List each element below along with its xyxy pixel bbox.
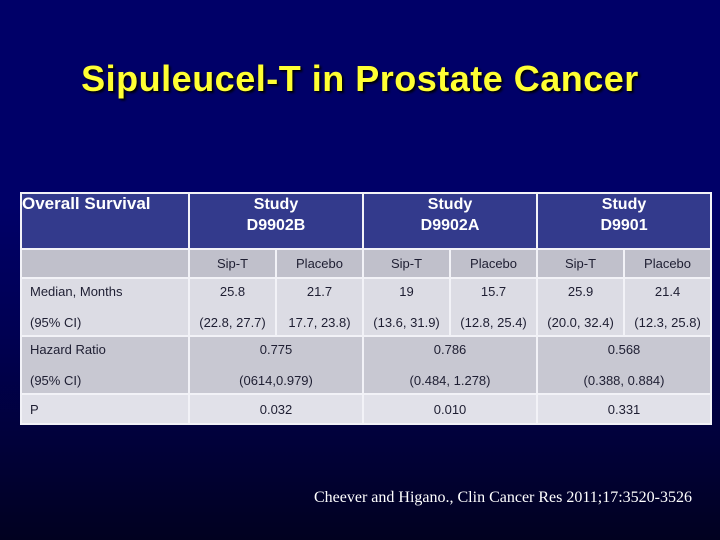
arm-header-row: Sip-T Placebo Sip-T Placebo Sip-T Placeb… xyxy=(20,248,713,279)
median-row: Median, Months (95% CI) 25.8 (22.8, 27.7… xyxy=(20,277,713,337)
ci-value: 17.7, 23.8) xyxy=(288,315,351,330)
p-value-row: P 0.032 0.010 0.331 xyxy=(20,393,713,425)
ci-value: (13.6, 31.9) xyxy=(373,315,440,330)
p-value-cell: 0.331 xyxy=(536,393,713,425)
median-row-label-cell: Median, Months (95% CI) xyxy=(20,277,190,337)
citation-text: Cheever and Higano., Clin Cancer Res 201… xyxy=(314,489,692,506)
hazard-value: 0.775 xyxy=(259,342,293,357)
hazard-ratio-row: Hazard Ratio (95% CI) 0.775 (0614,0.979)… xyxy=(20,335,713,395)
ci-label: (95% CI) xyxy=(30,315,82,330)
study-label: Study xyxy=(427,196,473,213)
ci-label: (95% CI) xyxy=(30,373,82,388)
study-id: D9902B xyxy=(246,217,306,234)
ci-value: (0614,0.979) xyxy=(239,373,313,388)
study-id: D9902A xyxy=(420,217,480,234)
median-value: 25.9 xyxy=(567,284,594,299)
median-value-cell: 21.7 17.7, 23.8) xyxy=(274,277,365,337)
median-value: 25.8 xyxy=(219,284,246,299)
arm-header-cell: Placebo xyxy=(623,248,713,279)
arm-header-cell: Sip-T xyxy=(362,248,452,279)
p-value-cell: 0.010 xyxy=(362,393,539,425)
arm-row-empty-cell xyxy=(20,248,190,279)
ci-value: (12.8, 25.4) xyxy=(460,315,527,330)
median-value-cell: 19 (13.6, 31.9) xyxy=(362,277,452,337)
median-value-cell: 15.7 (12.8, 25.4) xyxy=(449,277,539,337)
median-value: 21.4 xyxy=(654,284,681,299)
median-value-cell: 21.4 (12.3, 25.8) xyxy=(623,277,713,337)
study-label: Study xyxy=(253,196,299,213)
ci-value: (12.3, 25.8) xyxy=(634,315,701,330)
slide-title: Sipuleucel-T in Prostate Cancer xyxy=(81,58,639,99)
arm-header-cell: Sip-T xyxy=(188,248,277,279)
ci-value: (22.8, 27.7) xyxy=(199,315,266,330)
study-id: D9901 xyxy=(600,217,648,234)
row-label: Median, Months xyxy=(30,284,123,299)
row-label: Hazard Ratio xyxy=(30,342,106,357)
corner-header-overall-survival: Overall Survival xyxy=(20,192,190,250)
hazard-value: 0.786 xyxy=(433,342,467,357)
arm-header-cell: Placebo xyxy=(449,248,539,279)
ci-value: (20.0, 32.4) xyxy=(547,315,614,330)
hazard-value-cell: 0.568 (0.388, 0.884) xyxy=(536,335,713,395)
study-header-d9902a: Study D9902A xyxy=(362,192,539,250)
median-value-cell: 25.8 (22.8, 27.7) xyxy=(188,277,277,337)
median-value: 21.7 xyxy=(306,284,333,299)
hazard-value-cell: 0.775 (0614,0.979) xyxy=(187,335,365,395)
median-value: 19 xyxy=(399,284,414,299)
hazard-value: 0.568 xyxy=(607,342,641,357)
study-header-d9901: Study D9901 xyxy=(536,192,713,250)
arm-header-cell: Placebo xyxy=(274,248,365,279)
median-value: 15.7 xyxy=(480,284,507,299)
p-value-cell: 0.032 xyxy=(187,393,365,425)
study-header-d9902b: Study D9902B xyxy=(187,192,365,250)
study-label: Study xyxy=(601,196,647,213)
ci-value: (0.484, 1.278) xyxy=(409,373,491,388)
ci-value: (0.388, 0.884) xyxy=(583,373,665,388)
hazard-row-label-cell: Hazard Ratio (95% CI) xyxy=(20,335,190,395)
table-header-row: Overall Survival Study D9902B Study D990… xyxy=(20,192,713,250)
overall-survival-table: Overall Survival Study D9902B Study D990… xyxy=(20,192,713,425)
arm-header-cell: Sip-T xyxy=(536,248,626,279)
hazard-value-cell: 0.786 (0.484, 1.278) xyxy=(362,335,539,395)
p-row-label-cell: P xyxy=(20,393,190,425)
median-value-cell: 25.9 (20.0, 32.4) xyxy=(536,277,626,337)
